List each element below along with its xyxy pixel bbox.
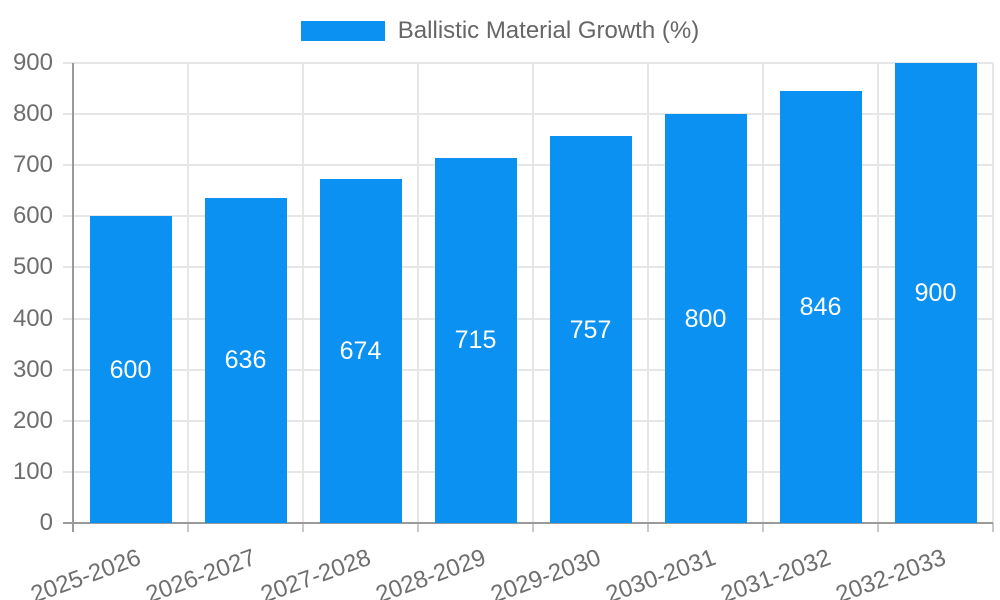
- x-gridline: [187, 63, 189, 523]
- x-axis-line: [63, 522, 993, 524]
- legend[interactable]: Ballistic Material Growth (%): [0, 16, 1000, 46]
- y-axis-line: [72, 63, 74, 532]
- bar-value-label: 600: [109, 355, 152, 384]
- y-axis-tick-label: 900: [12, 49, 53, 76]
- x-tick: [877, 523, 879, 532]
- x-tick: [762, 523, 764, 532]
- y-gridline: [63, 419, 993, 422]
- x-axis-tick-label: 2031-2032: [716, 543, 835, 600]
- legend-label: Ballistic Material Growth (%): [397, 17, 700, 44]
- y-gridline: [63, 164, 993, 167]
- x-tick: [647, 523, 649, 532]
- x-tick: [302, 523, 304, 532]
- bar[interactable]: [319, 178, 402, 523]
- y-axis-tick-label: 800: [12, 100, 53, 128]
- y-gridline: [63, 113, 993, 116]
- x-axis-tick-label: 2032-2033: [831, 543, 950, 600]
- bar-value-label: 800: [684, 304, 727, 333]
- bar-value-label: 757: [569, 315, 612, 344]
- y-gridline: [63, 62, 993, 64]
- bar[interactable]: [779, 90, 862, 523]
- x-tick: [992, 523, 994, 532]
- legend-swatch: [300, 21, 385, 41]
- y-axis-tick-label: 0: [39, 509, 53, 536]
- y-gridline: [63, 266, 993, 269]
- bar-value-label: 715: [454, 326, 497, 355]
- bar-value-label: 636: [224, 346, 267, 375]
- x-gridline: [992, 63, 994, 523]
- x-axis-tick-label: 2025-2026: [26, 543, 145, 600]
- y-axis-tick-label: 700: [12, 151, 53, 179]
- x-gridline: [762, 63, 764, 523]
- x-tick: [417, 523, 419, 532]
- x-gridline: [647, 63, 649, 523]
- x-axis-tick-label: 2027-2028: [256, 543, 375, 600]
- x-axis-tick-label: 2029-2030: [486, 543, 605, 600]
- y-axis-tick-label: 500: [12, 253, 53, 281]
- x-gridline: [302, 63, 304, 523]
- bar[interactable]: [664, 114, 747, 523]
- bar-value-label: 674: [339, 336, 382, 365]
- y-gridline: [63, 470, 993, 473]
- x-axis-tick-label: 2030-2031: [601, 543, 720, 600]
- y-gridline: [63, 215, 993, 218]
- bar-value-label: 900: [914, 279, 957, 307]
- y-axis-tick-label: 400: [12, 304, 53, 332]
- x-tick: [187, 523, 189, 532]
- y-axis-tick-label: 100: [12, 457, 53, 485]
- x-gridline: [877, 63, 879, 523]
- bar[interactable]: [549, 136, 632, 523]
- bar[interactable]: [89, 216, 172, 523]
- y-gridline: [63, 368, 993, 371]
- x-axis-tick-label: 2026-2027: [141, 543, 260, 600]
- bar-value-label: 846: [799, 292, 842, 321]
- x-gridline: [532, 63, 534, 523]
- y-gridline: [63, 317, 993, 320]
- bar[interactable]: [894, 63, 977, 523]
- bar[interactable]: [204, 197, 287, 523]
- y-axis-tick-label: 600: [12, 202, 53, 230]
- bar[interactable]: [434, 157, 517, 523]
- y-axis-tick-label: 300: [12, 355, 53, 383]
- x-gridline: [417, 63, 419, 523]
- x-tick: [532, 523, 534, 532]
- y-axis-tick-label: 200: [12, 406, 53, 434]
- x-axis-tick-label: 2028-2029: [371, 543, 490, 600]
